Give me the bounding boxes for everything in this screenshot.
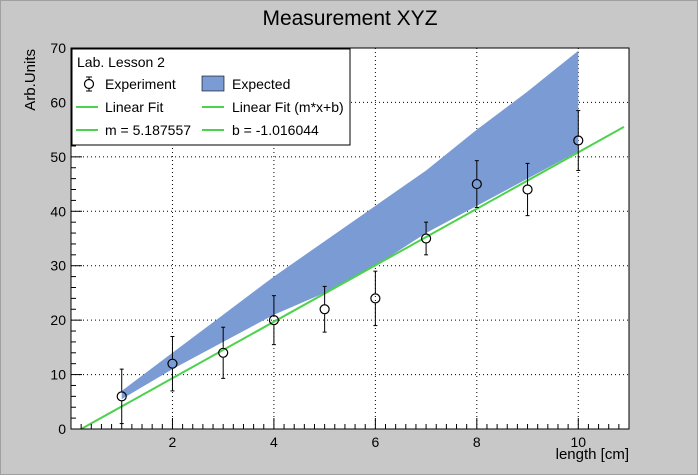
- y-tick-label: 30: [50, 258, 66, 274]
- legend-entry-linear-fit: Linear Fit: [76, 99, 163, 115]
- expected-band: [121, 50, 579, 400]
- point-marker: [319, 304, 330, 315]
- y-tick-label: 20: [50, 312, 66, 328]
- data-point: [573, 110, 584, 171]
- data-point: [167, 335, 178, 392]
- point-marker: [218, 347, 229, 358]
- point-marker: [522, 184, 533, 195]
- legend-entry-fit-function: Linear Fit (m*x+b): [202, 99, 344, 115]
- legend-entry-expected: Expected: [201, 75, 290, 92]
- legend-entry-slope: m = 5.187557: [76, 122, 191, 138]
- data-point: [218, 326, 229, 379]
- legend-label-linear-fit: Linear Fit: [105, 99, 163, 115]
- legend-entry-experiment: Experiment: [83, 76, 176, 92]
- legend: Lab. Lesson 2 Experiment Expected Linear…: [71, 48, 351, 146]
- data-point: [319, 285, 330, 333]
- point-marker: [471, 178, 482, 190]
- y-tick-label: 50: [50, 149, 66, 165]
- data-point: [522, 162, 533, 217]
- expected-band-layer: [121, 50, 579, 400]
- legend-entry-intercept: b = -1.016044: [202, 122, 319, 138]
- legend-label-experiment: Experiment: [105, 76, 176, 92]
- y-tick-label: 40: [50, 203, 66, 219]
- point-marker: [268, 315, 280, 326]
- x-tick-label: 8: [473, 434, 481, 450]
- point-marker: [116, 391, 127, 402]
- point-marker: [420, 233, 432, 244]
- y-tick-label: 70: [50, 40, 66, 56]
- legend-label-slope: m = 5.187557: [105, 122, 191, 138]
- plot-frame: [70, 47, 630, 430]
- point-marker: [573, 135, 584, 146]
- legend-label-expected: Expected: [232, 76, 290, 92]
- experiment-points-layer: [116, 110, 584, 425]
- legend-label-intercept: b = -1.016044: [232, 122, 319, 138]
- legend-marker-icon: [83, 78, 95, 90]
- x-tick-label: 2: [169, 434, 177, 450]
- point-marker: [167, 358, 178, 369]
- data-point: [420, 221, 432, 256]
- linear-fit-line: [80, 126, 625, 430]
- y-tick-label: 60: [50, 94, 66, 110]
- legend-band-swatch: [201, 75, 225, 92]
- data-point: [268, 295, 280, 346]
- legend-label-fit-function: Linear Fit (m*x+b): [232, 99, 344, 115]
- legend-header: Lab. Lesson 2: [77, 54, 165, 70]
- chart-title: Measurement XYZ: [262, 7, 437, 30]
- y-tick-label: 0: [58, 421, 66, 437]
- y-tick-label: 10: [50, 367, 66, 383]
- point-marker: [370, 293, 381, 304]
- data-point: [471, 160, 482, 208]
- data-point: [116, 368, 127, 425]
- x-axis-title: length [cm]: [556, 446, 629, 463]
- y-axis-title: Arb.Units: [22, 49, 39, 111]
- x-tick-label: 10: [570, 434, 586, 450]
- fit-line-layer: [80, 126, 625, 430]
- data-point: [370, 270, 381, 327]
- x-tick-label: 4: [270, 434, 278, 450]
- tick-labels: 2 4 6 8 10 0 10 20 30 40 50 60 70: [50, 40, 586, 450]
- x-tick-label: 6: [371, 434, 379, 450]
